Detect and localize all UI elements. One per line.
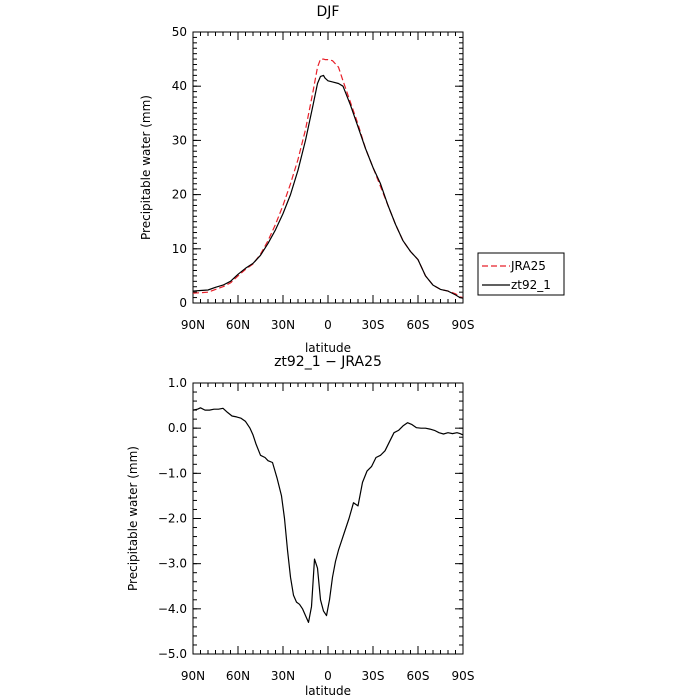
x-tick-label: 90N bbox=[181, 669, 205, 683]
x-tick-label: 90S bbox=[452, 669, 475, 683]
legend-label-jra25: JRA25 bbox=[510, 259, 546, 273]
y-tick-label: −5.0 bbox=[158, 647, 187, 661]
chart-djf: 0 10 20 30 40 50 90N 60N 30N 0 30S 60S 90S DJF latitud… bbox=[139, 4, 474, 355]
chart-title: DJF bbox=[317, 4, 340, 20]
x-tick-label: 30S bbox=[362, 318, 385, 332]
series-line-jra25 bbox=[192, 58, 464, 299]
x-tick-label: 90S bbox=[452, 318, 475, 332]
y-axis-label: Precipitable water (mm) bbox=[126, 446, 140, 591]
y-tick-label: −1.0 bbox=[158, 466, 187, 480]
x-tick-label: 0 bbox=[324, 318, 332, 332]
y-tick-label: 0.0 bbox=[168, 421, 187, 435]
y-tick-label: 1.0 bbox=[168, 376, 187, 390]
y-tick-label: −2.0 bbox=[158, 512, 187, 526]
x-tick-label: 30N bbox=[271, 669, 295, 683]
x-tick-label: 30N bbox=[271, 318, 295, 332]
y-tick-label: 30 bbox=[172, 133, 187, 147]
y-tick-label: 0 bbox=[179, 296, 187, 310]
chart-difference: −5.0 −4.0 −3.0 −2.0 −1.0 0.0 1.0 90N 60N 30N 0 30S 6… bbox=[126, 354, 474, 698]
y-tick-label: −4.0 bbox=[158, 602, 187, 616]
x-tick-label: 60S bbox=[407, 318, 430, 332]
y-tick-label: 50 bbox=[172, 25, 187, 39]
y-tick-label: 40 bbox=[172, 79, 187, 93]
x-tick-label: 60S bbox=[407, 669, 430, 683]
y-axis-label: Precipitable water (mm) bbox=[139, 95, 153, 240]
x-axis-label: latitude bbox=[305, 684, 351, 698]
chart-title: zt92_1 − JRA25 bbox=[274, 354, 382, 370]
x-tick-label: 0 bbox=[324, 669, 332, 683]
series-line-zt92-1 bbox=[192, 74, 464, 299]
legend-label-zt92-1: zt92_1 bbox=[511, 278, 551, 292]
legend-box bbox=[477, 252, 565, 296]
x-tick-label: 60N bbox=[226, 318, 250, 332]
x-tick-label: 90N bbox=[181, 318, 205, 332]
legend: JRA25 zt92_1 bbox=[477, 252, 565, 296]
x-axis-label: latitude bbox=[305, 341, 351, 355]
y-tick-label: −3.0 bbox=[158, 557, 187, 571]
x-tick-label: 60N bbox=[226, 669, 250, 683]
series-line-difference bbox=[192, 407, 464, 624]
plot-frame bbox=[192, 31, 464, 304]
y-tick-label: 10 bbox=[172, 242, 187, 256]
plot-frame bbox=[192, 382, 464, 655]
y-tick-label: 20 bbox=[172, 188, 187, 202]
x-tick-label: 30S bbox=[362, 669, 385, 683]
